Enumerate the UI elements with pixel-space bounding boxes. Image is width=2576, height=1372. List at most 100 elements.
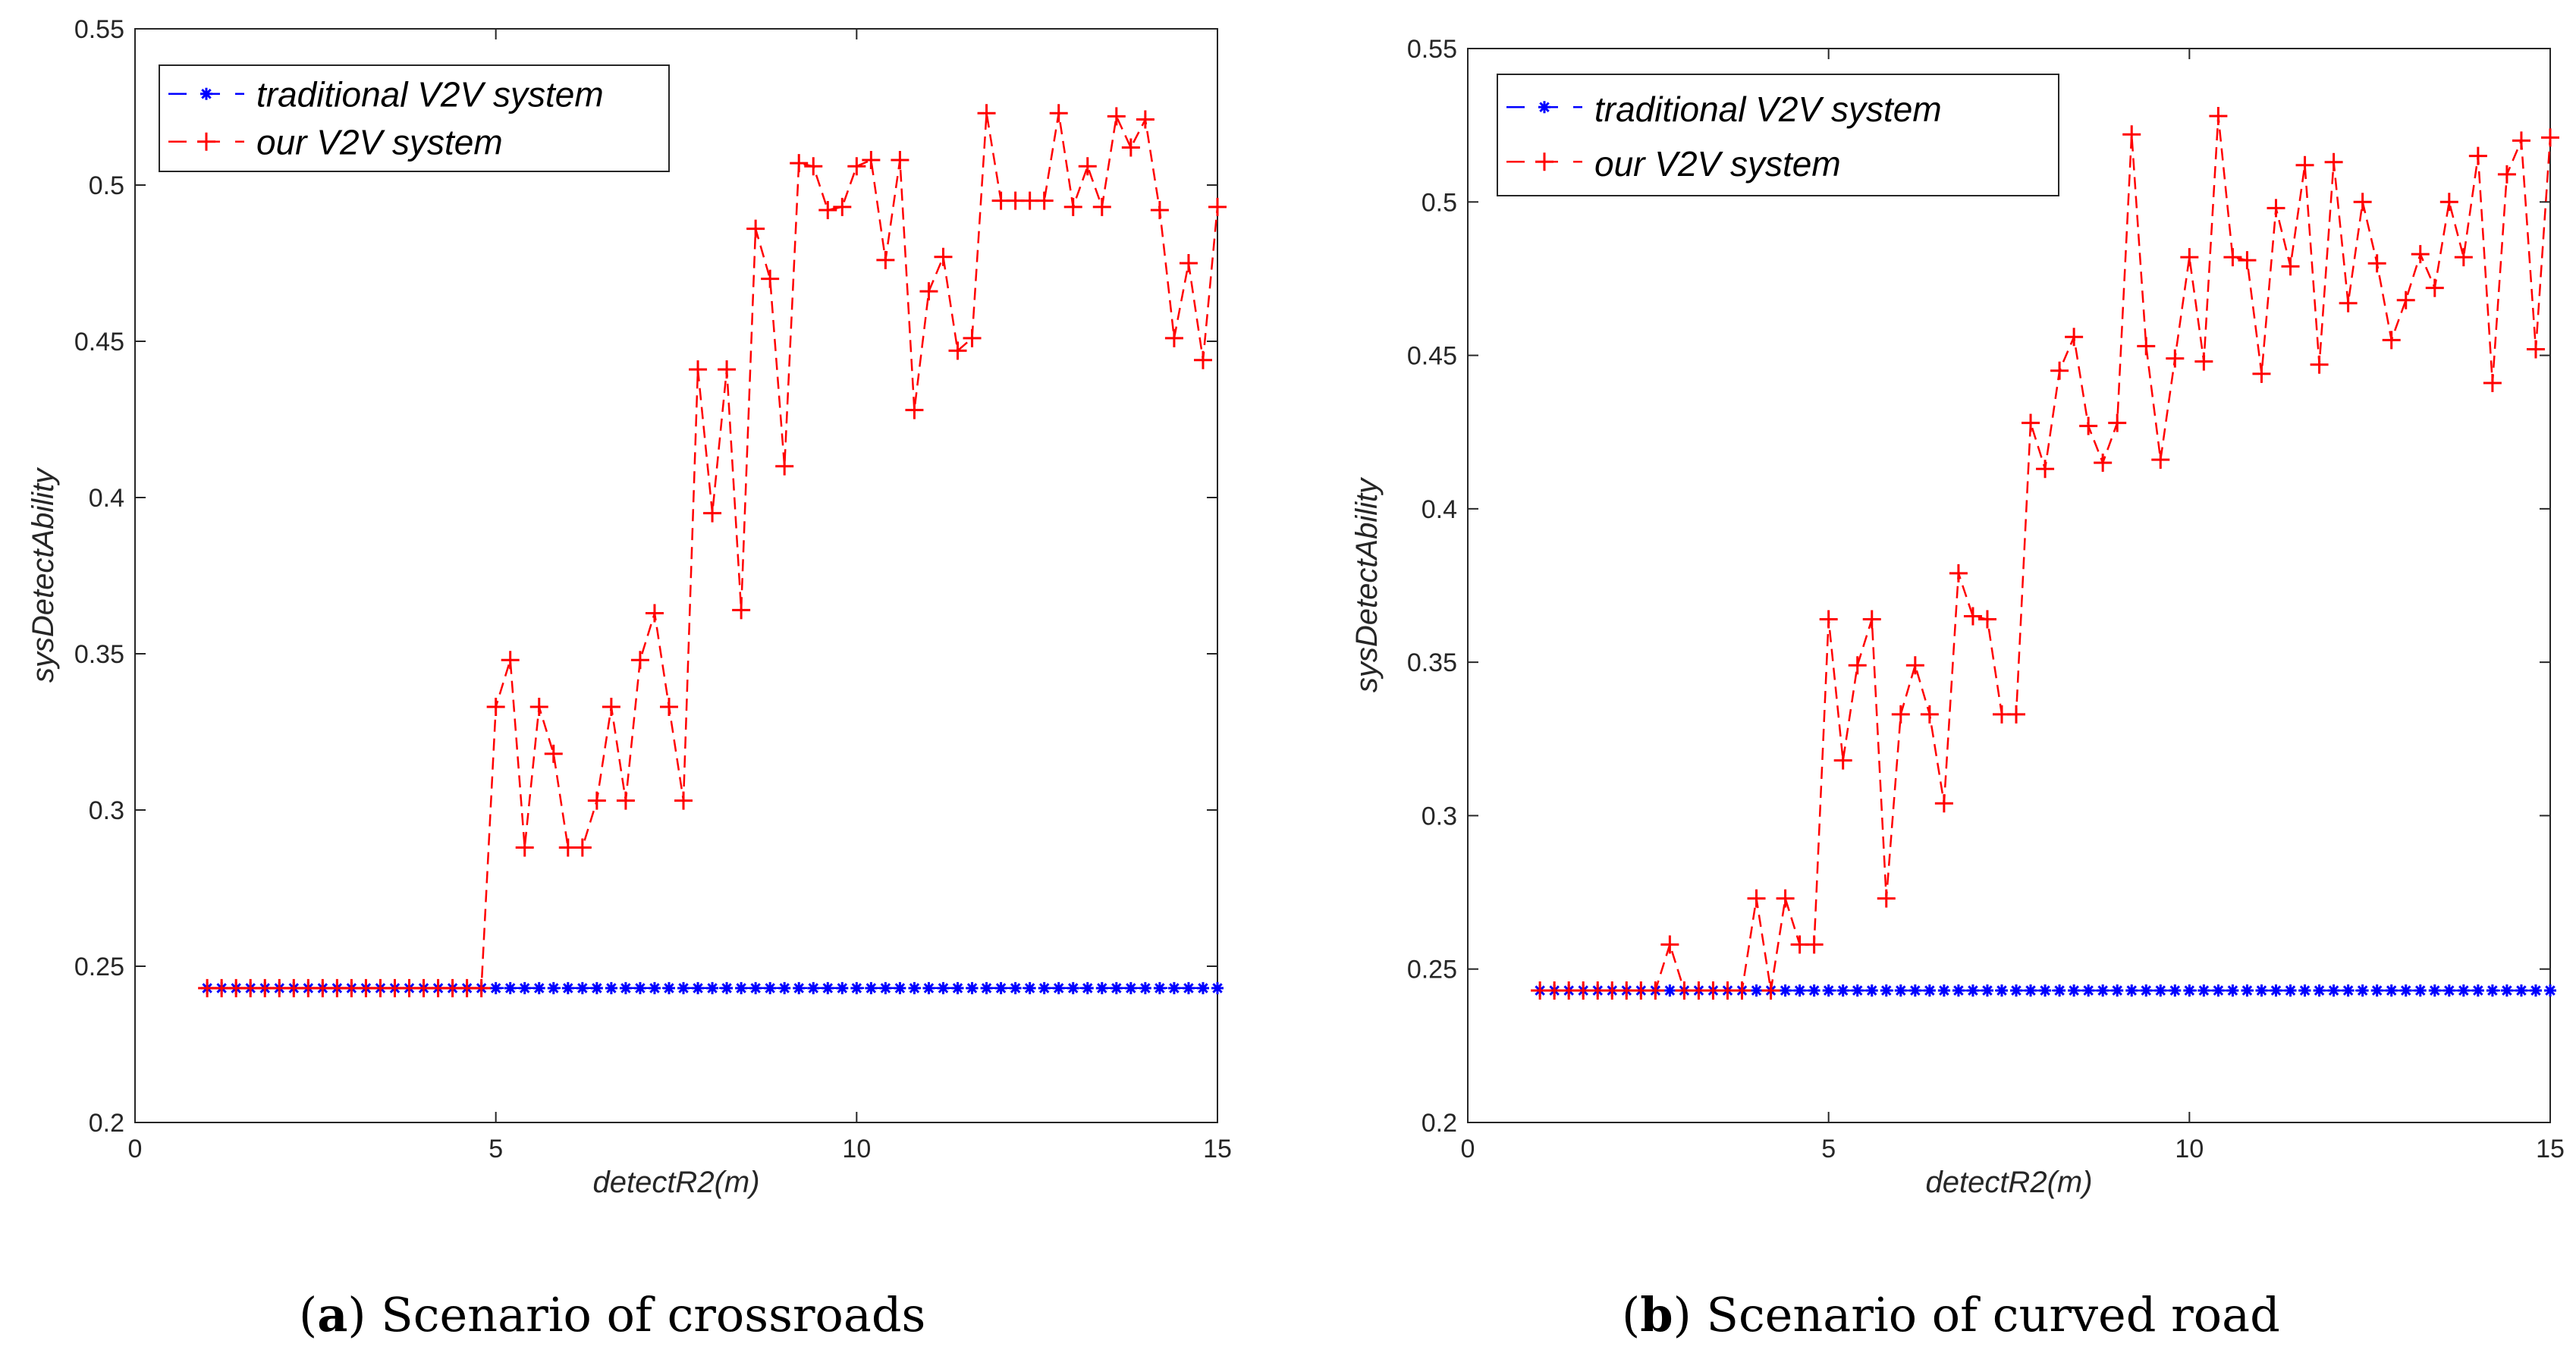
data-point — [2025, 984, 2037, 997]
data-point — [818, 200, 837, 219]
data-point — [1905, 656, 1924, 675]
plot-area — [1467, 48, 2551, 1123]
data-point — [1009, 981, 1022, 994]
data-point — [504, 981, 517, 994]
data-point — [1833, 751, 1852, 770]
data-point — [2255, 984, 2268, 997]
data-point — [2151, 451, 2170, 469]
data-point — [2439, 193, 2458, 212]
data-point — [2053, 984, 2066, 997]
data-point — [721, 981, 734, 994]
data-point — [619, 981, 632, 994]
data-point — [2267, 199, 2285, 218]
data-point — [1848, 656, 1867, 675]
caption-a-label: a — [317, 1287, 348, 1342]
y-tick-label: 0.45 — [1407, 342, 1457, 371]
caption-b-text: Scenario of curved road — [1706, 1287, 2280, 1342]
data-point — [894, 981, 906, 994]
data-point — [2442, 984, 2455, 997]
data-point — [2007, 705, 2026, 724]
data-point — [1139, 981, 1151, 994]
data-point — [1179, 254, 1198, 272]
data-point — [2284, 984, 2297, 997]
data-point — [1646, 981, 1665, 1000]
legend: traditional V2V system our V2V system — [1497, 74, 2059, 196]
y-axis-label: sysDetectAbility — [27, 466, 60, 683]
data-point — [659, 698, 678, 717]
data-point — [1822, 984, 1835, 997]
data-point — [1880, 984, 1893, 997]
data-point — [2310, 355, 2329, 374]
x-tick-label: 15 — [1203, 1135, 1232, 1163]
legend-label: traditional V2V system — [256, 74, 604, 114]
y-tick-label: 0.4 — [1422, 495, 1457, 524]
data-point — [501, 651, 520, 670]
data-point — [2010, 984, 2023, 997]
data-point — [2197, 984, 2210, 997]
legend-label: traditional V2V system — [1594, 89, 1942, 129]
legend-label: our V2V system — [1594, 144, 1841, 184]
data-point — [746, 219, 765, 238]
data-point — [2367, 254, 2386, 273]
data-point — [804, 157, 823, 176]
data-point — [994, 981, 1007, 994]
data-point — [2298, 984, 2311, 997]
data-point — [1995, 984, 2008, 997]
data-point — [2169, 984, 2182, 997]
data-point — [2111, 984, 2124, 997]
data-point — [1164, 328, 1183, 347]
data-point — [1805, 935, 1824, 954]
data-point — [1078, 157, 1097, 176]
x-tick-label: 10 — [842, 1135, 871, 1163]
data-point — [692, 981, 705, 994]
data-point — [1067, 981, 1079, 994]
data-point — [876, 250, 895, 269]
data-point — [2154, 984, 2167, 997]
data-point — [2382, 331, 2401, 350]
data-point — [2065, 328, 2084, 347]
data-point — [1750, 984, 1763, 997]
data-point — [2313, 984, 2326, 997]
chart-b: 0.2 0.25 0.3 0.35 0.4 0.45 0.5 0.55 0 5 10 15 detect… — [1350, 35, 2565, 1199]
data-point — [1052, 981, 1065, 994]
data-point — [1167, 981, 1180, 994]
data-point — [862, 151, 881, 170]
data-point — [977, 104, 996, 123]
x-axis-label: detectR2(m) — [1925, 1166, 2092, 1199]
data-point — [1035, 191, 1054, 210]
x-tick-label: 0 — [1461, 1135, 1475, 1163]
data-point — [1049, 104, 1068, 123]
data-point — [1836, 984, 1849, 997]
data-point — [2050, 361, 2069, 380]
data-point — [1182, 981, 1195, 994]
data-point — [1038, 981, 1051, 994]
data-point — [633, 981, 646, 994]
data-point — [2137, 337, 2156, 356]
y-tick-label: 0.55 — [1407, 35, 1457, 64]
data-point — [2327, 984, 2340, 997]
y-tick-label: 0.3 — [89, 796, 124, 825]
data-point — [2396, 290, 2415, 309]
data-point — [1891, 705, 1910, 724]
data-point — [1124, 981, 1137, 994]
data-point — [718, 360, 737, 379]
data-point — [778, 981, 791, 994]
data-point — [1937, 984, 1950, 997]
data-point — [1923, 984, 1936, 997]
data-point — [648, 981, 661, 994]
data-point — [2180, 248, 2199, 267]
data-point — [544, 744, 563, 763]
data-point — [1081, 981, 1094, 994]
data-point — [2039, 984, 2052, 997]
data-point — [2356, 984, 2369, 997]
data-point — [2194, 352, 2213, 371]
data-point — [2094, 454, 2113, 473]
data-point — [934, 247, 953, 266]
y-axis-label: sysDetectAbility — [1350, 476, 1384, 692]
data-point — [616, 791, 635, 810]
data-point — [2370, 984, 2383, 997]
data-point — [821, 981, 834, 994]
data-point — [518, 981, 531, 994]
data-point — [963, 328, 982, 347]
data-point — [587, 791, 606, 810]
